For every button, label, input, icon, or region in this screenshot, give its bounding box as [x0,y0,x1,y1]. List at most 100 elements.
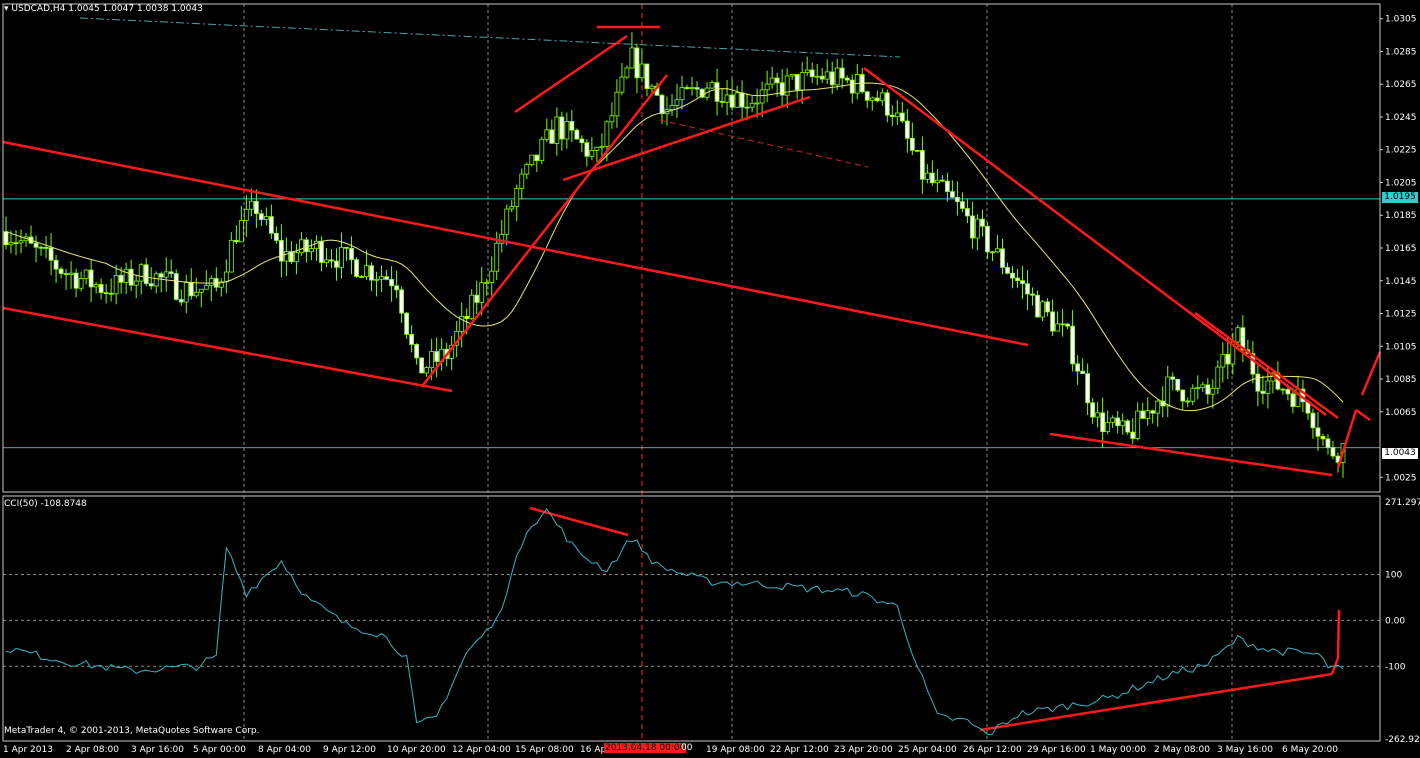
candle-body [1180,389,1186,402]
red-trendline [1194,311,1339,420]
time-tick-label: 22 Apr 12:00 [770,745,829,755]
time-tick-label: 12 Apr 04:00 [452,745,511,755]
red-trendline [529,506,629,537]
candle-body [284,251,289,262]
candle-body [1200,384,1206,389]
candle-body [679,87,685,101]
candle-body [929,172,935,184]
candle-body [604,121,610,147]
candle-body [724,94,730,103]
candle-body [38,246,44,249]
candle-body [814,75,820,78]
red-trendline [863,67,1327,416]
candle-body [314,240,319,250]
candle-body [1155,400,1161,414]
candle-body [869,97,875,101]
candle-body [894,112,900,118]
candle-body [919,150,925,180]
candle-body [1250,353,1256,375]
price-tick-label: 1.0125 [1385,310,1417,320]
drawn-trendlines[interactable] [2,17,1382,732]
candle-body [734,92,740,108]
red-trendline [422,74,668,386]
candle-body [634,47,640,79]
candle-body [1255,373,1261,392]
price-tick-label: 1.0105 [1385,342,1417,352]
time-tick-label: 10 Apr 20:00 [387,745,446,755]
candle-body [544,129,550,140]
candle-body [1140,410,1146,419]
candle-body [263,216,269,220]
price-pane-frame [2,3,1381,493]
candle-body [990,251,995,254]
axes [2,3,1381,742]
price-tick-label: 1.0225 [1385,146,1417,156]
candle-body [424,367,430,374]
candle-body [133,280,139,286]
candle-body [163,271,169,278]
candle-body [699,88,705,98]
candle-body [299,239,304,254]
dropdown-triangle-icon[interactable]: ▾ [4,4,9,14]
candle-body [1150,410,1156,414]
candle-body [1010,272,1015,279]
candle-body [1055,323,1060,332]
candle-body [178,299,184,303]
candle-body [804,69,810,73]
candle-body [223,271,229,283]
candle-body [554,116,560,144]
cci-tick-label: -100 [1385,662,1406,672]
candle-body [68,272,74,275]
time-tick-label: 16 Ap [580,745,606,755]
candle-body [459,315,465,332]
candle-body [334,260,339,268]
candle-body [289,251,294,263]
candle-body [1090,402,1096,418]
candle-body [208,278,214,286]
candle-body [53,259,59,270]
candle-body [729,94,735,108]
candle-body [1015,277,1020,282]
candle-body [1220,353,1226,368]
cci-tick-label: 271.2976 [1385,498,1420,508]
time-tick-label: 5 Apr 00:00 [193,745,246,755]
ohlc-values: 1.0045 1.0047 1.0038 1.0043 [68,4,203,14]
candle-body [649,85,655,90]
price-tick-label: 1.0245 [1385,113,1417,123]
cci-tick-label: 100 [1385,571,1402,581]
candle-body [193,291,199,297]
candle-body [1105,421,1111,433]
candle-body [339,246,344,268]
cci-line [5,508,1344,735]
candle-body [1175,378,1181,391]
candle-body [3,231,9,246]
candle-body [279,240,284,262]
ma-line [5,82,1344,412]
candle-body [88,269,94,288]
candle-body [584,142,590,157]
time-tick-label: 2 Apr 08:00 [66,745,119,755]
candle-body [469,294,475,320]
red-trendline [562,95,811,182]
candle-body [644,63,650,90]
candle-body [489,270,495,283]
candle-body [1060,323,1065,326]
candle-body [329,259,334,262]
candle-body [494,242,500,272]
candle-body [924,172,930,180]
candle-body [749,102,755,108]
price-tick-label: 1.0085 [1385,375,1417,385]
time-tick-label: 23 Apr 20:00 [834,745,893,755]
candle-body [784,75,790,96]
time-tick-label: 2 May 08:00 [1154,745,1210,755]
red-trendline [1049,432,1333,477]
candle-body [809,69,815,78]
candle-body [1290,393,1296,407]
candle-body [143,264,149,285]
candle-body [63,273,69,275]
candle-body [1035,294,1040,318]
candle-body [839,67,845,79]
candle-body [614,91,620,117]
candle-body [228,239,234,273]
